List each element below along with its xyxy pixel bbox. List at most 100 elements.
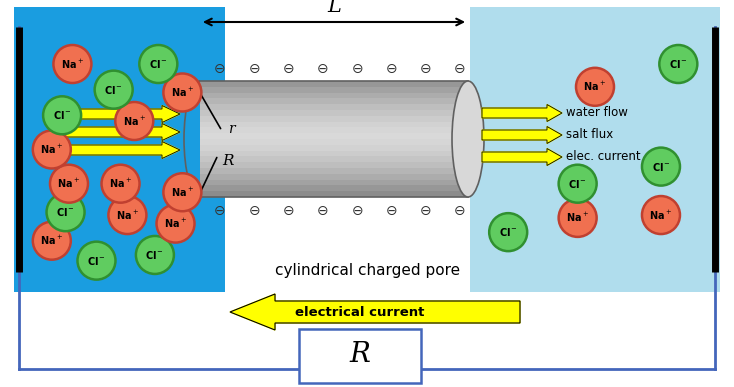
Bar	[200, 86, 468, 92]
Text: ⊖: ⊖	[283, 62, 294, 76]
Circle shape	[101, 165, 139, 203]
Circle shape	[642, 147, 680, 186]
Bar	[200, 191, 468, 197]
Text: Na$^+$: Na$^+$	[40, 143, 63, 156]
Bar	[200, 104, 468, 110]
Text: Na$^+$: Na$^+$	[566, 211, 589, 224]
Circle shape	[43, 96, 81, 134]
Bar	[200, 133, 468, 139]
Text: ⊖: ⊖	[420, 62, 432, 76]
Bar	[200, 139, 468, 145]
Text: elec. current: elec. current	[566, 151, 641, 163]
FancyBboxPatch shape	[299, 329, 421, 383]
Text: ⊖: ⊖	[352, 62, 363, 76]
FancyArrow shape	[482, 127, 562, 144]
Text: Cl$^-$: Cl$^-$	[498, 226, 517, 238]
Circle shape	[136, 236, 174, 274]
Bar	[200, 168, 468, 174]
Text: Cl$^-$: Cl$^-$	[87, 255, 106, 267]
Bar	[200, 150, 468, 156]
Circle shape	[54, 45, 92, 83]
Text: ⊖: ⊖	[249, 204, 260, 218]
Text: Cl$^-$: Cl$^-$	[53, 109, 72, 121]
Bar	[200, 121, 468, 127]
Circle shape	[642, 196, 680, 234]
Circle shape	[559, 165, 597, 203]
Text: Cl$^-$: Cl$^-$	[568, 178, 587, 190]
Text: ⊖: ⊖	[317, 204, 329, 218]
Text: ⊖: ⊖	[214, 204, 226, 218]
Circle shape	[156, 205, 195, 243]
Text: cylindrical charged pore: cylindrical charged pore	[275, 262, 460, 277]
Text: Na$^+$: Na$^+$	[61, 57, 84, 70]
Text: Na$^+$: Na$^+$	[109, 177, 132, 190]
Text: ⊖: ⊖	[454, 204, 466, 218]
Circle shape	[559, 199, 597, 237]
Text: ⊖: ⊖	[214, 62, 226, 76]
Text: Cl$^-$: Cl$^-$	[56, 206, 75, 218]
Circle shape	[489, 213, 527, 251]
Text: salt flux: salt flux	[566, 128, 613, 142]
Text: ⊖: ⊖	[454, 62, 466, 76]
Text: ⊖: ⊖	[385, 204, 397, 218]
Circle shape	[46, 193, 84, 231]
Bar	[200, 80, 468, 87]
Text: Na$^+$: Na$^+$	[584, 80, 606, 93]
Bar	[200, 81, 468, 197]
Text: Na$^+$: Na$^+$	[116, 209, 139, 222]
Bar	[470, 7, 720, 292]
Text: ⊖: ⊖	[385, 62, 397, 76]
Text: ⊖: ⊖	[420, 204, 432, 218]
Text: Na$^+$: Na$^+$	[123, 115, 146, 128]
Text: Cl$^-$: Cl$^-$	[652, 161, 670, 173]
Bar	[200, 162, 468, 168]
Bar	[200, 127, 468, 133]
FancyArrow shape	[482, 104, 562, 122]
Bar	[200, 144, 468, 151]
Text: Na$^+$: Na$^+$	[57, 177, 81, 190]
Text: Cl$^-$: Cl$^-$	[104, 84, 123, 96]
Circle shape	[164, 74, 201, 111]
Text: ⊖: ⊖	[249, 62, 260, 76]
Ellipse shape	[452, 81, 484, 197]
Text: Na$^+$: Na$^+$	[171, 186, 194, 199]
Text: R: R	[349, 341, 371, 368]
Text: water flow: water flow	[566, 106, 628, 120]
Bar	[200, 92, 468, 98]
Text: Na$^+$: Na$^+$	[164, 217, 187, 230]
Text: Na$^+$: Na$^+$	[650, 209, 672, 222]
Bar	[200, 115, 468, 122]
Bar	[200, 185, 468, 191]
Text: L: L	[327, 0, 341, 17]
FancyArrow shape	[230, 294, 520, 330]
Circle shape	[33, 130, 70, 168]
FancyArrow shape	[60, 142, 180, 159]
Text: Cl$^-$: Cl$^-$	[145, 249, 164, 261]
Circle shape	[576, 68, 614, 106]
Circle shape	[95, 71, 133, 109]
Text: electrical current: electrical current	[295, 305, 425, 319]
Circle shape	[659, 45, 697, 83]
Bar	[200, 98, 468, 104]
Circle shape	[33, 222, 70, 260]
Circle shape	[109, 196, 146, 234]
Text: ⊖: ⊖	[283, 204, 294, 218]
FancyArrow shape	[60, 106, 180, 123]
Text: Na$^+$: Na$^+$	[40, 234, 63, 247]
Bar	[200, 179, 468, 185]
Text: ⊖: ⊖	[317, 62, 329, 76]
Text: ⊖: ⊖	[352, 204, 363, 218]
FancyArrow shape	[482, 149, 562, 166]
Circle shape	[115, 102, 153, 140]
Bar	[200, 110, 468, 116]
Bar	[200, 156, 468, 162]
Bar	[14, 7, 225, 292]
Circle shape	[139, 45, 178, 83]
Text: R: R	[222, 154, 233, 168]
Text: r: r	[228, 122, 235, 136]
Text: Cl$^-$: Cl$^-$	[669, 58, 688, 70]
Bar	[200, 173, 468, 180]
Text: Na$^+$: Na$^+$	[171, 86, 194, 99]
FancyArrow shape	[60, 123, 180, 140]
Text: Cl$^-$: Cl$^-$	[149, 58, 168, 70]
